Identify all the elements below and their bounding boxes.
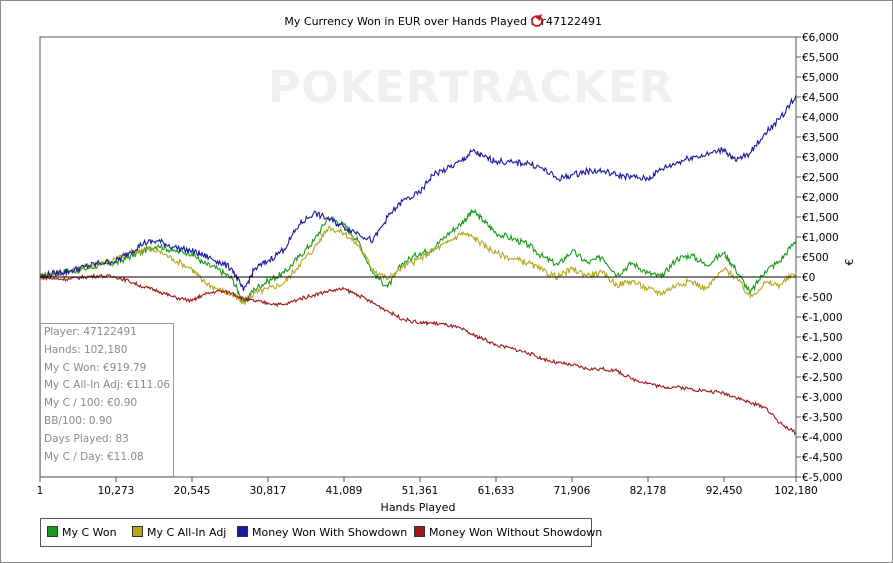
y-axis-label: €: [843, 259, 856, 266]
x-axis: 1 10,273 20,545 30,817 41,089 51,361 61,633 71,…: [37, 477, 818, 497]
x-tick-label: 30,817: [250, 485, 287, 497]
series-without-showdown: [39, 273, 797, 435]
y-tick-label: €500: [802, 252, 829, 264]
x-tick-label: 92,450: [706, 485, 743, 497]
y-tick-label: €6,000: [802, 32, 839, 44]
y-tick-label: €2,500: [802, 172, 839, 184]
legend-item-my-c-won: My C Won: [47, 526, 117, 539]
y-tick-label: €3,500: [802, 132, 839, 144]
legend-swatch-without-showdown: [414, 526, 425, 537]
x-tick-label: 102,180: [774, 485, 817, 497]
y-tick-label: €-4,000: [802, 432, 843, 444]
y-tick-label: €-3,000: [802, 392, 843, 404]
legend-item-without-showdown: Money Won Without Showdown: [414, 526, 602, 539]
y-tick-label: €1,000: [802, 232, 839, 244]
pokerstars-site-icon: [531, 14, 543, 27]
x-tick-label: 51,361: [402, 485, 439, 497]
y-tick-label: €-4,500: [802, 452, 843, 464]
y-tick-label: €4,500: [802, 92, 839, 104]
stat-bb-100: BB/100: 0.90: [44, 414, 113, 427]
legend-swatch-with-showdown: [237, 526, 248, 537]
x-tick-label: 1: [37, 485, 44, 497]
chart-title-player-id: 47122491: [546, 15, 602, 28]
y-tick-label: €-500: [802, 292, 833, 304]
legend-swatch-all-in-adj: [132, 526, 143, 537]
x-tick-label: 20,545: [174, 485, 211, 497]
series-my-c-won: [39, 208, 797, 304]
series-lines: [39, 94, 797, 435]
stat-days-played: Days Played: 83: [44, 432, 129, 445]
y-tick-label: €-1,500: [802, 332, 843, 344]
x-tick-label: 41,089: [326, 485, 363, 497]
player-stats-box: Player: 47122491 Hands: 102,180 My C Won…: [40, 323, 174, 477]
y-axis: €6,000 €5,500 €5,000 €4,500 €4,000 €3,500 €3,0…: [796, 32, 843, 484]
stat-my-c-won: My C Won: €919.79: [44, 361, 147, 374]
legend-label: Money Won Without Showdown: [429, 526, 603, 539]
y-tick-label: €-2,500: [802, 372, 843, 384]
x-tick-label: 61,633: [478, 485, 515, 497]
legend-label: My C Won: [62, 526, 117, 539]
stat-per-100: My C / 100: €0.90: [44, 397, 138, 410]
legend-swatch-my-c-won: [47, 526, 58, 537]
stat-per-day: My C / Day: €11.08: [44, 450, 144, 463]
y-tick-label: €5,500: [802, 52, 839, 64]
legend-label: Money Won With Showdown: [252, 526, 408, 539]
x-tick-label: 71,906: [554, 485, 591, 497]
x-tick-label: 82,178: [630, 485, 667, 497]
y-tick-label: €-1,000: [802, 312, 843, 324]
stat-all-in-adj: My C All-In Adj: €111.06: [44, 379, 171, 392]
y-tick-label: €3,000: [802, 152, 839, 164]
y-tick-label: €4,000: [802, 112, 839, 124]
x-axis-label: Hands Played: [381, 501, 456, 514]
legend-item-with-showdown: Money Won With Showdown: [237, 526, 407, 539]
legend: My C Won My C All-In Adj Money Won With …: [40, 518, 602, 547]
stat-hands: Hands: 102,180: [44, 343, 128, 356]
legend-item-all-in-adj: My C All-In Adj: [132, 526, 226, 539]
series-all-in-adj: [39, 225, 797, 306]
watermark: POKERTRACKER: [268, 62, 674, 113]
x-tick-label: 10,273: [98, 485, 135, 497]
chart-title: My Currency Won in EUR over Hands Played…: [284, 15, 546, 28]
y-tick-label: €5,000: [802, 72, 839, 84]
stat-player: Player: 47122491: [44, 326, 137, 338]
y-tick-label: €-3,500: [802, 412, 843, 424]
y-tick-label: €0: [802, 272, 815, 284]
y-tick-label: €-5,000: [802, 472, 843, 484]
y-tick-label: €1,500: [802, 212, 839, 224]
y-tick-label: €-2,000: [802, 352, 843, 364]
legend-label: My C All-In Adj: [147, 526, 227, 539]
y-tick-label: €2,000: [802, 192, 839, 204]
series-with-showdown: [39, 94, 797, 292]
